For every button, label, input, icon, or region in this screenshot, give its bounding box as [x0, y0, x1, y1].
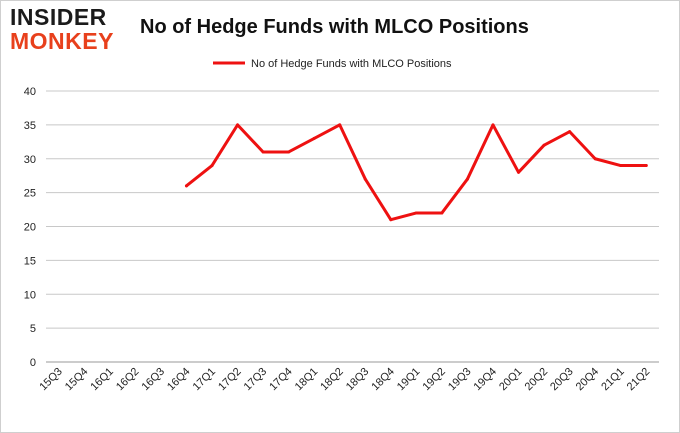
x-tick-label: 19Q4 [472, 366, 500, 394]
x-tick-label: 19Q2 [420, 366, 448, 394]
grid [46, 90, 659, 363]
data-point [312, 136, 316, 140]
y-tick-label: 0 [30, 357, 36, 369]
data-point [440, 211, 444, 215]
x-tick-label: 17Q2 [216, 366, 244, 394]
x-tick-label: 17Q3 [242, 366, 270, 394]
insider-monkey-logo: INSIDER MONKEY [10, 6, 114, 53]
data-point [363, 177, 367, 181]
data-point [287, 150, 291, 154]
data-point [414, 211, 418, 215]
x-tick-label: 17Q1 [191, 366, 219, 394]
logo-line-1: INSIDER [10, 4, 107, 30]
legend-label: No of Hedge Funds with MLCO Positions [251, 58, 452, 70]
data-point [389, 218, 393, 222]
data-point [338, 123, 342, 127]
x-tick-label: 18Q1 [293, 366, 321, 394]
y-tick-label: 20 [24, 222, 36, 234]
series-group [184, 123, 648, 222]
x-tick-label: 21Q1 [599, 366, 627, 394]
x-tick-label: 18Q3 [344, 366, 372, 394]
y-tick-label: 10 [24, 289, 36, 301]
x-tick-label: 16Q1 [88, 366, 116, 394]
x-tick-label: 20Q1 [497, 366, 525, 394]
x-tick-label: 16Q4 [165, 366, 193, 394]
data-point [465, 177, 469, 181]
x-tick-label: 20Q2 [523, 366, 551, 394]
x-tick-label: 16Q2 [114, 366, 142, 394]
x-tick-label: 15Q4 [63, 366, 91, 394]
y-tick-label: 15 [24, 255, 36, 267]
x-tick-label: 18Q2 [318, 366, 346, 394]
data-point [619, 164, 623, 168]
data-point [644, 164, 648, 168]
x-tick-label: 15Q3 [37, 366, 65, 394]
data-point [568, 130, 572, 134]
data-point [184, 184, 188, 188]
y-tick-label: 25 [24, 188, 36, 200]
data-point [210, 164, 214, 168]
x-tick-label: 20Q3 [548, 366, 576, 394]
y-tick-label: 5 [30, 323, 36, 335]
y-tick-label: 40 [24, 86, 36, 98]
chart-title: No of Hedge Funds with MLCO Positions [140, 16, 529, 38]
x-tick-label: 21Q2 [625, 366, 653, 394]
legend: No of Hedge Funds with MLCO Positions [213, 58, 452, 70]
data-point [261, 150, 265, 154]
data-point [542, 143, 546, 147]
y-axis-ticks: 0 5 10 15 20 25 30 35 40 [24, 86, 36, 369]
data-point [236, 123, 240, 127]
series-line [184, 123, 648, 222]
x-tick-label: 19Q3 [446, 366, 474, 394]
y-tick-label: 30 [24, 154, 36, 166]
x-tick-label: 20Q4 [574, 366, 602, 394]
x-tick-label: 16Q3 [140, 366, 168, 394]
data-point [491, 123, 495, 127]
x-axis-ticks: 15Q315Q416Q116Q216Q316Q417Q117Q217Q317Q4… [37, 366, 652, 394]
y-tick-label: 35 [24, 120, 36, 132]
x-tick-label: 18Q4 [369, 366, 397, 394]
x-tick-label: 17Q4 [267, 366, 295, 394]
data-point [517, 170, 521, 174]
x-tick-label: 19Q1 [395, 366, 423, 394]
data-point [593, 157, 597, 161]
logo-line-2: MONKEY [10, 28, 114, 54]
